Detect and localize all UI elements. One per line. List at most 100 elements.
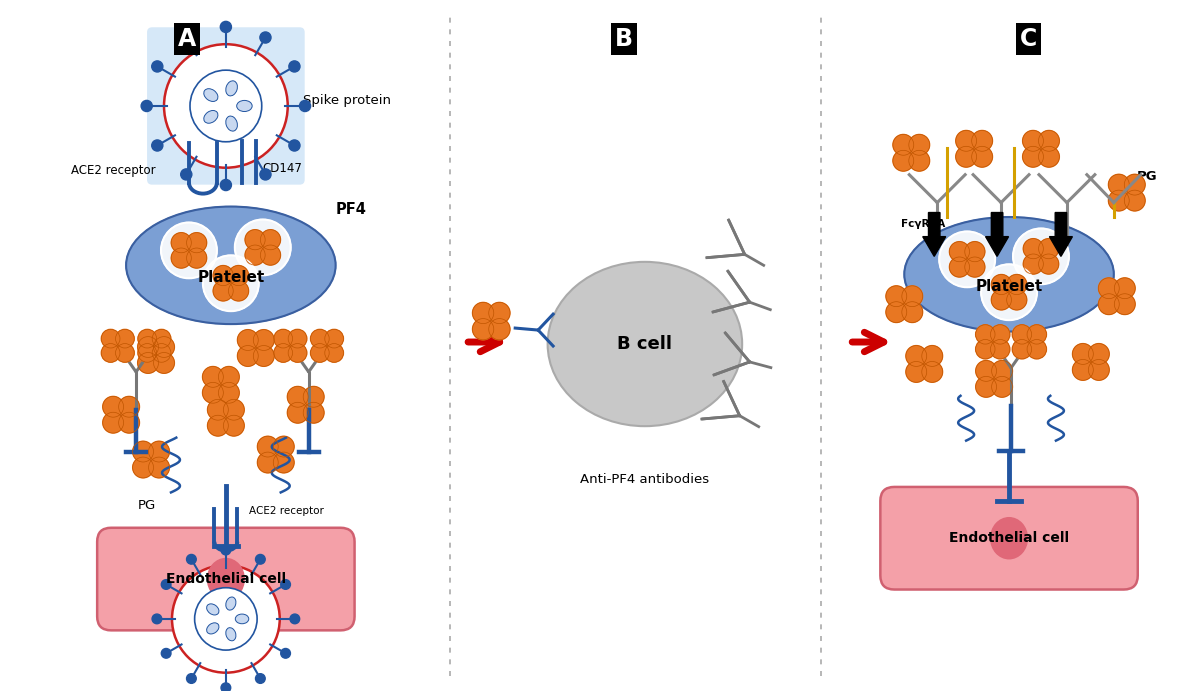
Circle shape [972,146,992,167]
Circle shape [1124,174,1145,195]
Text: Endothelial cell: Endothelial cell [949,531,1069,545]
Circle shape [325,329,343,348]
Circle shape [1039,239,1058,259]
Circle shape [955,146,977,167]
Circle shape [138,336,158,358]
Circle shape [281,580,290,590]
Circle shape [256,554,265,564]
Text: Platelet: Platelet [197,270,264,285]
Text: B cell: B cell [617,335,672,353]
Circle shape [154,352,174,373]
Circle shape [161,580,170,590]
Circle shape [190,70,262,142]
Circle shape [115,329,134,348]
Circle shape [203,255,259,311]
Circle shape [1098,278,1120,299]
Circle shape [991,275,1012,295]
Text: PF4: PF4 [336,201,366,217]
Circle shape [1022,146,1044,167]
Ellipse shape [126,206,336,324]
Text: CD147: CD147 [263,162,302,175]
Ellipse shape [235,614,248,623]
Circle shape [238,345,258,366]
Circle shape [235,219,290,275]
Circle shape [257,452,278,473]
Circle shape [949,257,970,277]
Circle shape [181,169,192,180]
Circle shape [940,231,995,287]
Circle shape [488,318,510,340]
Text: Anti-PF4 antibodies: Anti-PF4 antibodies [581,473,709,486]
Circle shape [245,245,265,265]
Circle shape [976,376,996,397]
Circle shape [221,179,232,190]
Circle shape [260,169,271,180]
Circle shape [1027,325,1046,344]
Circle shape [221,545,230,555]
Circle shape [164,44,288,167]
Circle shape [172,248,191,268]
Circle shape [1038,131,1060,152]
Circle shape [976,340,995,359]
Circle shape [1109,174,1129,195]
Circle shape [304,402,324,423]
Ellipse shape [226,116,238,131]
Circle shape [260,230,281,250]
Ellipse shape [204,89,218,102]
Circle shape [304,386,324,407]
Circle shape [922,361,943,382]
Circle shape [949,242,970,262]
Circle shape [955,131,977,152]
Circle shape [256,674,265,684]
Circle shape [186,674,197,684]
Text: Platelet: Platelet [976,279,1043,293]
Circle shape [101,344,120,362]
Circle shape [972,131,992,152]
Circle shape [223,415,245,436]
Circle shape [1007,290,1027,310]
Circle shape [1073,344,1093,365]
Circle shape [152,329,170,348]
Circle shape [991,361,1013,381]
Circle shape [902,286,923,307]
Circle shape [473,302,493,324]
Circle shape [214,281,233,301]
Circle shape [119,397,139,417]
Ellipse shape [236,100,252,111]
Circle shape [288,344,307,362]
Circle shape [142,100,152,111]
Circle shape [1098,293,1120,315]
Ellipse shape [204,111,218,123]
Ellipse shape [208,558,245,599]
Circle shape [238,329,258,350]
Text: Spike protein: Spike protein [302,95,391,107]
Circle shape [228,281,248,301]
Circle shape [103,397,124,417]
Circle shape [172,565,280,673]
Circle shape [274,329,293,348]
Circle shape [208,399,228,420]
Circle shape [990,340,1010,359]
Text: PG: PG [1136,170,1157,183]
Circle shape [221,683,230,692]
Ellipse shape [226,81,238,96]
FancyBboxPatch shape [881,487,1138,590]
FancyArrow shape [1050,212,1073,256]
Ellipse shape [226,597,236,610]
Circle shape [1022,131,1044,152]
Text: C: C [1020,27,1037,51]
Circle shape [151,61,163,72]
Ellipse shape [226,628,236,641]
Circle shape [473,318,493,340]
Circle shape [214,266,233,286]
Circle shape [908,134,930,155]
Circle shape [893,150,913,171]
Circle shape [218,367,239,388]
Circle shape [208,415,228,436]
Circle shape [288,329,307,348]
Circle shape [152,344,170,362]
Circle shape [221,21,232,33]
Circle shape [151,140,163,151]
Circle shape [289,61,300,72]
Ellipse shape [905,217,1114,331]
